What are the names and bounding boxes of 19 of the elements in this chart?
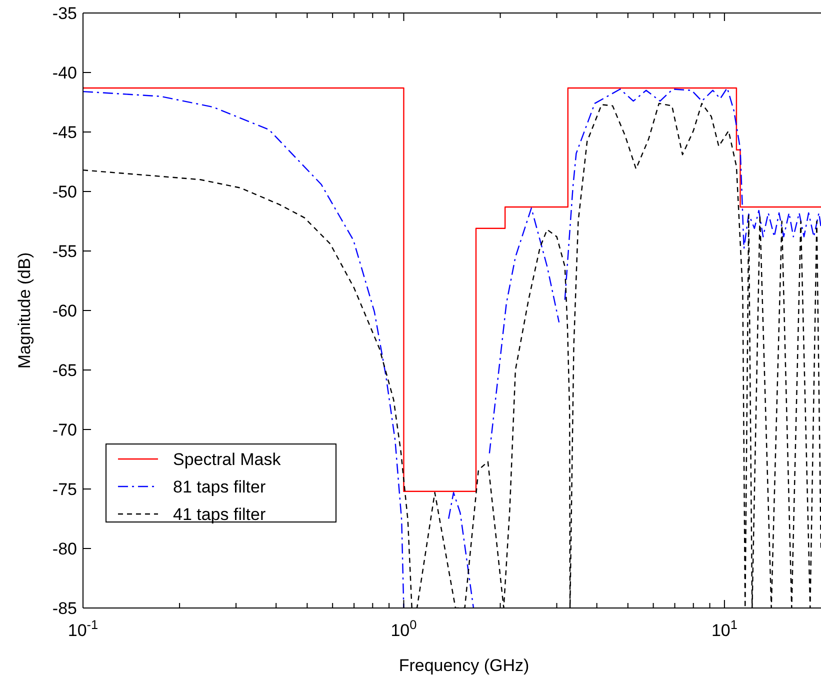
y-tick-label: -60 [52, 302, 77, 320]
x-tick-label: 10$^{0}$ [390, 616, 417, 640]
x-tick-label: 10$^{1}$ [711, 616, 738, 640]
y-tick-label: -85 [52, 599, 77, 618]
y-tick-label: -50 [52, 182, 77, 202]
legend-label: Spectral Mask [173, 450, 282, 469]
legend-label: 41 taps filter [173, 505, 266, 524]
y-axis-title: Magnitude (dB) [15, 252, 34, 369]
y-tick-label: -65 [52, 361, 77, 380]
y-tick-label: -80 [52, 540, 77, 558]
x-tick-label: 10$^{-1}$ [68, 616, 98, 640]
y-tick-label: -55 [52, 242, 77, 261]
y-tick-label: -35 [52, 4, 77, 23]
legend-label: 81 taps filter [173, 478, 266, 496]
y-tick-label: -45 [52, 123, 77, 142]
x-axis-title: Frequency (GHz) [398, 656, 530, 675]
y-tick-label: -40 [52, 64, 77, 82]
y-tick-label: -75 [52, 480, 77, 499]
y-tick-label: -70 [52, 420, 77, 440]
